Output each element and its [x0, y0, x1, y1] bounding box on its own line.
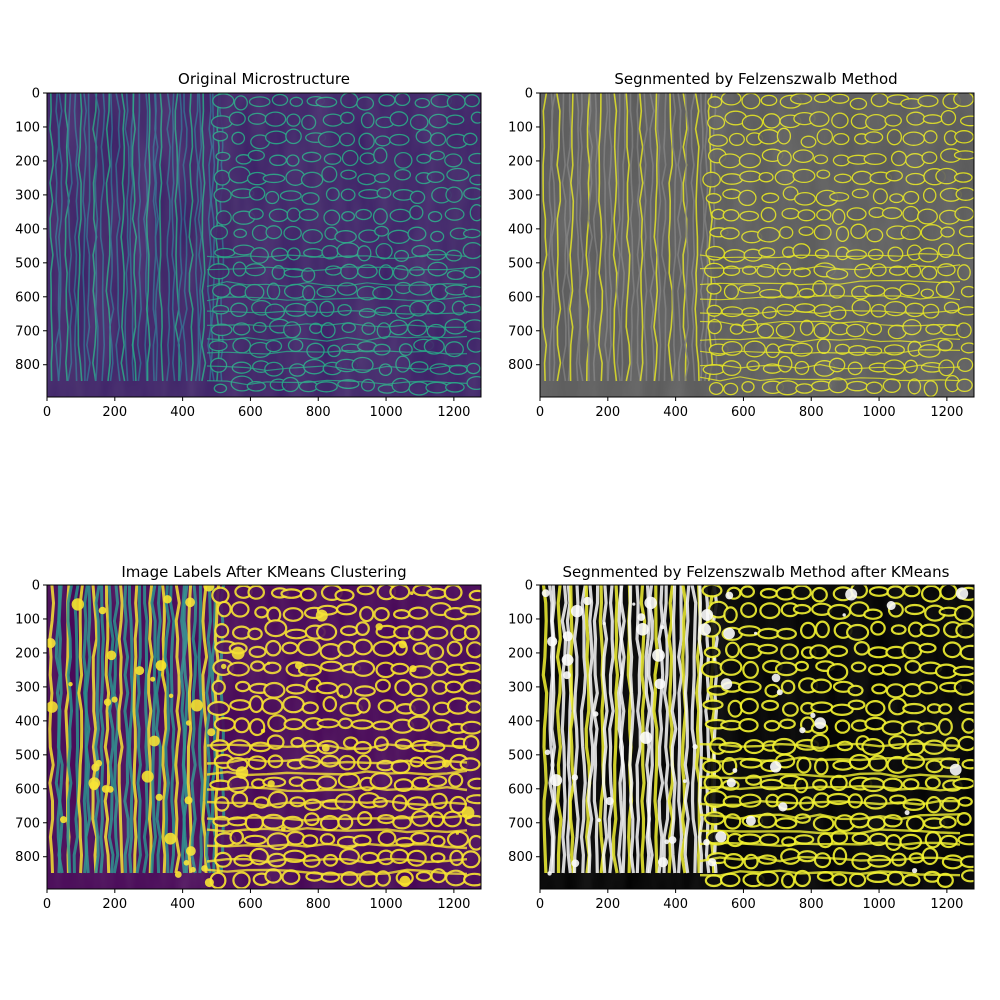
y-tick-label: 600: [15, 290, 40, 305]
y-tick-label: 100: [15, 120, 40, 135]
y-tick-label: 400: [508, 714, 533, 729]
x-tick-label: 1000: [863, 897, 896, 912]
x-tick-label: 200: [102, 405, 127, 420]
y-tick-label: 800: [508, 358, 533, 373]
y-tick-label: 0: [525, 579, 533, 594]
y-tick-label: 800: [508, 850, 533, 865]
y-tick-label: 700: [15, 816, 40, 831]
x-tick-label: 200: [102, 897, 127, 912]
y-tick-label: 600: [508, 290, 533, 305]
y-tick-label: 200: [508, 646, 533, 661]
y-tick-label: 100: [508, 612, 533, 627]
x-tick-label: 800: [306, 405, 331, 420]
y-tick-label: 700: [508, 816, 533, 831]
y-tick-label: 800: [15, 850, 40, 865]
y-tick-label: 700: [15, 324, 40, 339]
y-tick-label: 600: [508, 782, 533, 797]
x-tick-label: 400: [663, 897, 688, 912]
y-tick-label: 300: [15, 680, 40, 695]
y-tick-label: 600: [15, 782, 40, 797]
x-tick-label: 600: [238, 897, 263, 912]
x-tick-label: 0: [43, 405, 51, 420]
axes: 0 200 400 600 800 1000 1200 0 100 200 300 400 500 600…: [15, 87, 470, 421]
panel-title: Segnmented by Felzenszwalb Method after …: [563, 563, 950, 581]
axes-frame: [46, 92, 482, 398]
noise-overlay: [540, 93, 974, 397]
axes-frame: [46, 584, 482, 890]
axes: 0 200 400 600 800 1000 1200 0 100 200 300 400 500 600…: [508, 579, 963, 913]
noise-overlay: [47, 93, 481, 397]
image-area: [46, 584, 482, 890]
y-tick-label: 500: [15, 748, 40, 763]
axes: 0 200 400 600 800 1000 1200 0 100 200 300 400 500 600…: [508, 87, 963, 421]
x-tick-label: 200: [595, 897, 620, 912]
x-tick-label: 0: [536, 405, 544, 420]
x-tick-label: 1200: [437, 897, 470, 912]
y-tick-label: 0: [525, 87, 533, 102]
x-tick-label: 800: [799, 897, 824, 912]
x-tick-label: 1000: [370, 897, 403, 912]
panel-title: Segnmented by Felzenszwalb Method: [614, 70, 897, 88]
axes: 0 200 400 600 800 1000 1200 0 100 200 300 400 500 600…: [15, 579, 470, 913]
x-tick-label: 600: [731, 405, 756, 420]
y-tick-label: 100: [15, 612, 40, 627]
y-tick-label: 0: [32, 579, 40, 594]
x-tick-label: 1200: [930, 897, 963, 912]
x-tick-label: 800: [306, 897, 331, 912]
x-tick-label: 1000: [863, 405, 896, 420]
x-tick-label: 1200: [930, 405, 963, 420]
image-area: [539, 584, 975, 890]
axes-frame: [539, 92, 975, 398]
y-tick-label: 100: [508, 120, 533, 135]
image-area: [46, 92, 482, 398]
y-tick-label: 200: [15, 154, 40, 169]
panel-kmeans-labels: Image Labels After KMeans Clustering 0 20…: [15, 563, 482, 913]
y-tick-label: 300: [15, 188, 40, 203]
axes-frame: [539, 584, 975, 890]
panel-title: Original Microstructure: [178, 70, 350, 88]
y-tick-label: 300: [508, 680, 533, 695]
x-tick-label: 600: [731, 897, 756, 912]
y-tick-label: 500: [15, 256, 40, 271]
panel-original-microstructure: Original Microstructure 0 200 400 600 800 100…: [15, 70, 482, 421]
x-tick-label: 400: [663, 405, 688, 420]
x-tick-label: 0: [43, 897, 51, 912]
panel-felzenszwalb-after-kmeans: Segnmented by Felzenszwalb Method after …: [508, 563, 975, 913]
x-tick-label: 0: [536, 897, 544, 912]
x-tick-label: 800: [799, 405, 824, 420]
x-tick-label: 1200: [437, 405, 470, 420]
x-tick-label: 600: [238, 405, 263, 420]
y-tick-label: 0: [32, 87, 40, 102]
noise-overlay: [540, 585, 974, 889]
panel-title: Image Labels After KMeans Clustering: [121, 563, 406, 581]
y-tick-label: 500: [508, 256, 533, 271]
y-tick-label: 700: [508, 324, 533, 339]
y-tick-label: 800: [15, 358, 40, 373]
x-tick-label: 400: [170, 897, 195, 912]
image-area: [539, 92, 975, 398]
y-tick-label: 400: [508, 222, 533, 237]
panel-felzenszwalb-segmentation: Segnmented by Felzenszwalb Method 0 200 40…: [508, 70, 975, 421]
y-tick-label: 200: [15, 646, 40, 661]
y-tick-label: 500: [508, 748, 533, 763]
x-tick-label: 200: [595, 405, 620, 420]
x-tick-label: 400: [170, 405, 195, 420]
y-tick-label: 400: [15, 714, 40, 729]
y-tick-label: 400: [15, 222, 40, 237]
y-tick-label: 300: [508, 188, 533, 203]
noise-overlay: [47, 585, 481, 889]
x-tick-label: 1000: [370, 405, 403, 420]
y-tick-label: 200: [508, 154, 533, 169]
